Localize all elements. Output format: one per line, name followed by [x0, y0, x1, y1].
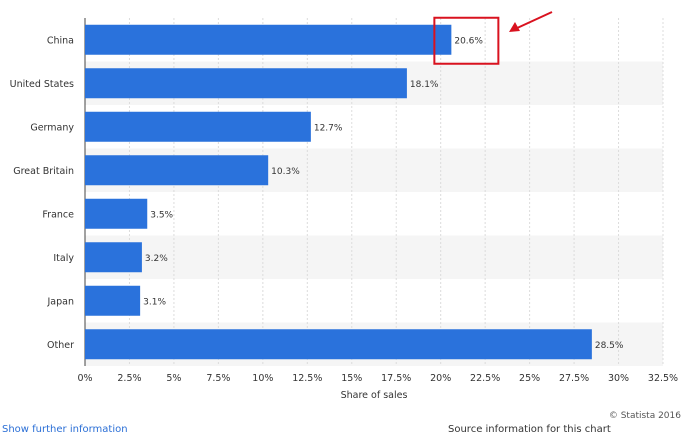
bar[interactable] [85, 242, 142, 273]
bars [85, 24, 592, 360]
statista-credit[interactable]: © Statista 2016 [608, 411, 681, 421]
x-tick-label: 17.5% [381, 373, 411, 384]
x-tick-labels: 0% 2.5% 5% 7.5% 10% 12.5% 15% 17.5% 20% 22.5% 25% 2… [77, 373, 678, 384]
highlight-annotation [433, 11, 553, 65]
data-label: 28.5% [595, 341, 624, 351]
data-label: 12.7% [314, 123, 343, 133]
x-tick-label: 7.5% [206, 373, 230, 384]
data-labels: 20.6% 18.1% 12.7% 10.3% 3.5% 3.2% 3.1% 28.5% [143, 36, 624, 351]
x-tick-label: 27.5% [559, 373, 589, 384]
highlight-box [433, 16, 500, 65]
x-tick-label: 10% [252, 373, 273, 384]
data-label: 3.2% [145, 254, 168, 264]
x-tick-label: 15% [341, 373, 362, 384]
x-tick-label: 2.5% [117, 373, 141, 384]
x-tick-label: 0% [77, 373, 92, 384]
data-label: 10.3% [271, 167, 300, 177]
x-tick-label: 5% [166, 373, 181, 384]
data-label: 3.1% [143, 297, 166, 307]
x-tick-label: 22.5% [470, 373, 500, 384]
show-more-link[interactable]: Show further information [2, 424, 128, 435]
bar[interactable] [85, 24, 452, 55]
category-label: Germany [30, 122, 74, 133]
x-axis-title: Share of sales [341, 390, 408, 401]
category-label: Japan [47, 296, 75, 307]
highlight-arrow [514, 11, 553, 30]
bar[interactable] [85, 68, 407, 99]
category-labels: China United States Germany Great Britain Fr… [10, 35, 75, 351]
category-label: France [42, 209, 74, 220]
x-tick-label: 32.5% [648, 373, 678, 384]
x-tick-label: 30% [608, 373, 629, 384]
bar[interactable] [85, 329, 592, 360]
category-label: Other [47, 340, 74, 351]
bar[interactable] [85, 111, 311, 142]
x-tick-label: 25% [519, 373, 540, 384]
category-label: Great Britain [13, 166, 74, 177]
bar[interactable] [85, 285, 141, 316]
category-label: United States [10, 79, 74, 90]
category-label: China [47, 35, 74, 46]
x-tick-label: 20% [430, 373, 451, 384]
x-tick-label: 12.5% [292, 373, 322, 384]
bar[interactable] [85, 155, 269, 186]
data-label: 20.6% [454, 36, 483, 46]
category-label: Italy [53, 253, 74, 264]
bar[interactable] [85, 198, 148, 229]
arrow-head [509, 22, 520, 32]
source-info-link[interactable]: Source information for this chart [448, 424, 611, 435]
data-label: 18.1% [410, 80, 439, 90]
row-band [85, 235, 663, 279]
data-label: 3.5% [150, 210, 173, 220]
